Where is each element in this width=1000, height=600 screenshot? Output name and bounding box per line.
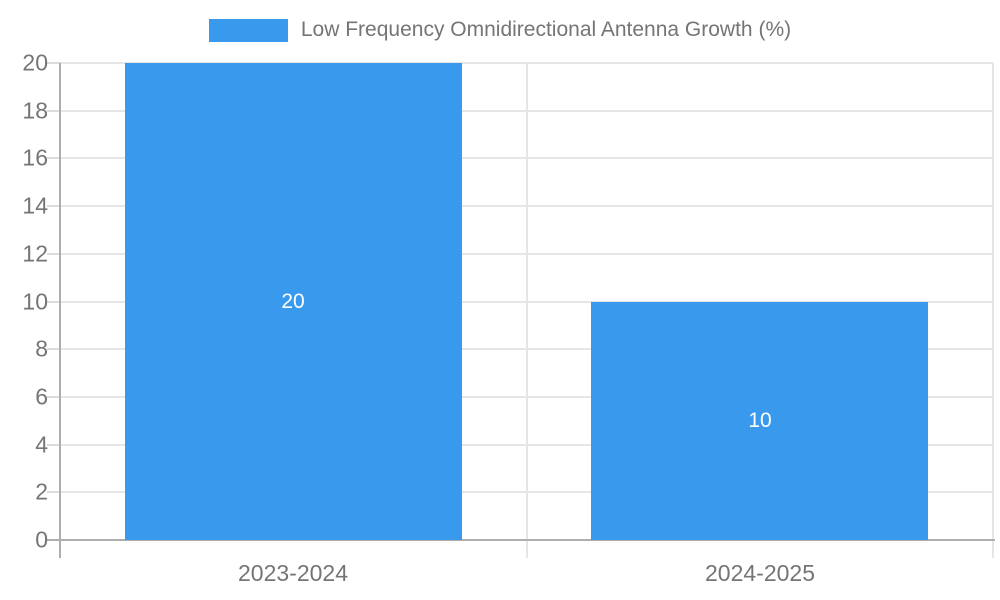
y-tick (47, 301, 60, 303)
y-tick (47, 539, 60, 541)
y-tick (47, 444, 60, 446)
y-axis (59, 63, 61, 558)
x-axis (58, 539, 995, 541)
legend-label: Low Frequency Omnidirectional Antenna Gr… (300, 18, 792, 41)
bar-value-label: 20 (281, 290, 305, 313)
y-tick (47, 253, 60, 255)
x-gridline (992, 63, 994, 558)
legend-swatch (208, 18, 288, 42)
y-tick (47, 157, 60, 159)
y-tick-label: 20 (22, 49, 48, 76)
y-tick-label: 16 (22, 144, 48, 171)
y-tick (47, 396, 60, 398)
y-tick-label: 12 (22, 240, 48, 267)
y-tick-label: 14 (22, 192, 48, 219)
y-tick-label: 4 (35, 431, 48, 458)
y-tick (47, 110, 60, 112)
legend: Low Frequency Omnidirectional Antenna Gr… (0, 16, 1000, 44)
bar-2024-2025 (591, 302, 928, 540)
bar-2023-2024 (125, 63, 462, 540)
y-tick (47, 205, 60, 207)
bar-value-label: 10 (748, 409, 772, 432)
y-tick-label: 18 (22, 97, 48, 124)
y-tick-label: 0 (35, 526, 48, 553)
x-gridline (526, 63, 528, 558)
y-tick-label: 8 (35, 335, 48, 362)
x-category-label: 2024-2025 (705, 560, 815, 586)
y-tick-label: 10 (22, 288, 48, 315)
x-category-label: 2023-2024 (238, 560, 348, 586)
y-tick-label: 2 (35, 478, 48, 505)
y-tick (47, 491, 60, 493)
y-tick-label: 6 (35, 383, 48, 410)
y-tick (47, 348, 60, 350)
y-tick (47, 62, 60, 64)
